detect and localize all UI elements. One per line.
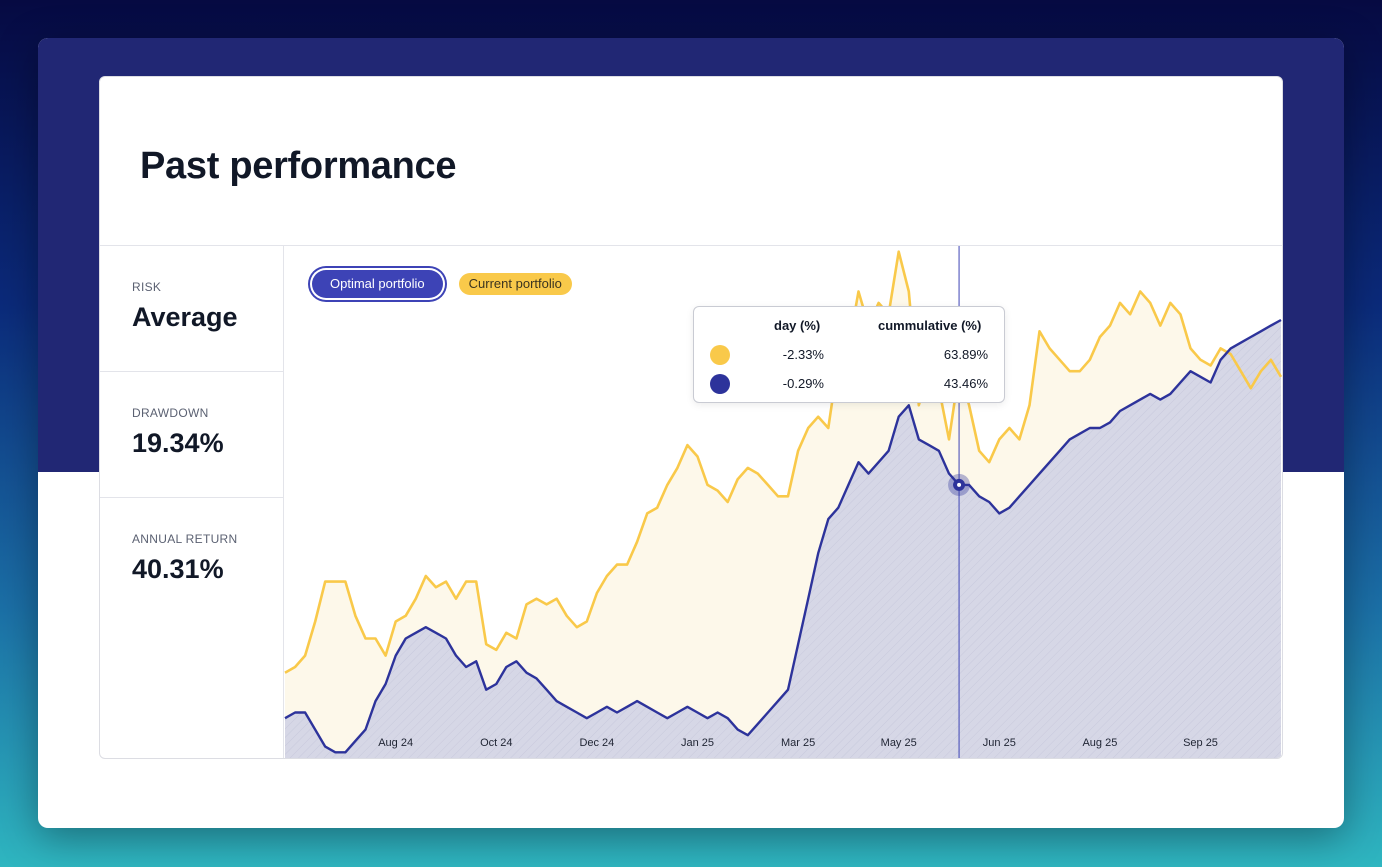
metric-drawdown: DRAWDOWN 19.34% (100, 372, 283, 498)
tooltip-current-dot-icon (710, 345, 730, 365)
x-tick-label: Jan 25 (681, 737, 714, 749)
metric-annual-return-value: 40.31% (132, 554, 224, 584)
tooltip-current-cumulative: 63.89% (943, 347, 988, 362)
page-title: Past performance (140, 145, 457, 187)
legend-current-portfolio-button[interactable]: Current portfolio (458, 273, 572, 295)
x-tick-label: Mar 25 (781, 737, 815, 749)
metric-annual-return: ANNUAL RETURN 40.31% (100, 498, 283, 623)
x-tick-label: Sep 25 (1183, 737, 1218, 749)
current-portfolio-line[interactable] (284, 250, 1282, 674)
optimal-portfolio-line[interactable] (284, 318, 1282, 754)
chart-legend: Optimal portfolio Current portfolio (312, 268, 572, 300)
metric-annual-return-label: ANNUAL RETURN (132, 532, 238, 546)
performance-card: Past performance RISK Average DRAWDOWN 1… (99, 76, 1283, 759)
legend-optimal-portfolio-button[interactable]: Optimal portfolio (312, 270, 443, 298)
x-tick-label: Oct 24 (480, 737, 512, 749)
x-tick-label: Jun 25 (983, 737, 1016, 749)
metric-risk-label: RISK (132, 280, 162, 294)
tooltip-optimal-day: -0.29% (782, 376, 824, 391)
tooltip-day-header: day (%) (774, 318, 821, 333)
x-tick-label: Aug 25 (1082, 737, 1117, 749)
metric-drawdown-label: DRAWDOWN (132, 406, 209, 420)
optimal-hover-marker (948, 473, 971, 496)
tooltip-current-day: -2.33% (782, 347, 824, 362)
chart-area[interactable]: Aug 24 Oct 24 Dec 24 Jan 25 Mar 25 May 25 Jun … (284, 246, 1282, 758)
card-divider (100, 245, 1282, 246)
metric-drawdown-value: 19.34% (132, 428, 224, 458)
metric-risk-value: Average (132, 302, 238, 332)
tooltip-optimal-dot-icon (710, 374, 730, 394)
chart-tooltip: day (%) cummulative (%) -2.33% 63.89% -0… (693, 306, 1005, 403)
metric-risk: RISK Average (100, 246, 283, 372)
tooltip-optimal-cumulative: 43.46% (943, 376, 988, 391)
x-tick-label: Aug 24 (378, 737, 413, 749)
x-tick-label: Dec 24 (579, 737, 614, 749)
x-tick-label: May 25 (881, 737, 917, 749)
x-axis-tick-labels: Aug 24 Oct 24 Dec 24 Jan 25 Mar 25 May 25 Jun … (378, 737, 1218, 749)
optimal-portfolio-area (285, 320, 1281, 758)
app-window: Past performance RISK Average DRAWDOWN 1… (38, 38, 1344, 828)
metrics-sidebar: RISK Average DRAWDOWN 19.34% ANNUAL RETU… (100, 246, 284, 758)
tooltip-cumulative-header: cummulative (%) (878, 318, 982, 333)
